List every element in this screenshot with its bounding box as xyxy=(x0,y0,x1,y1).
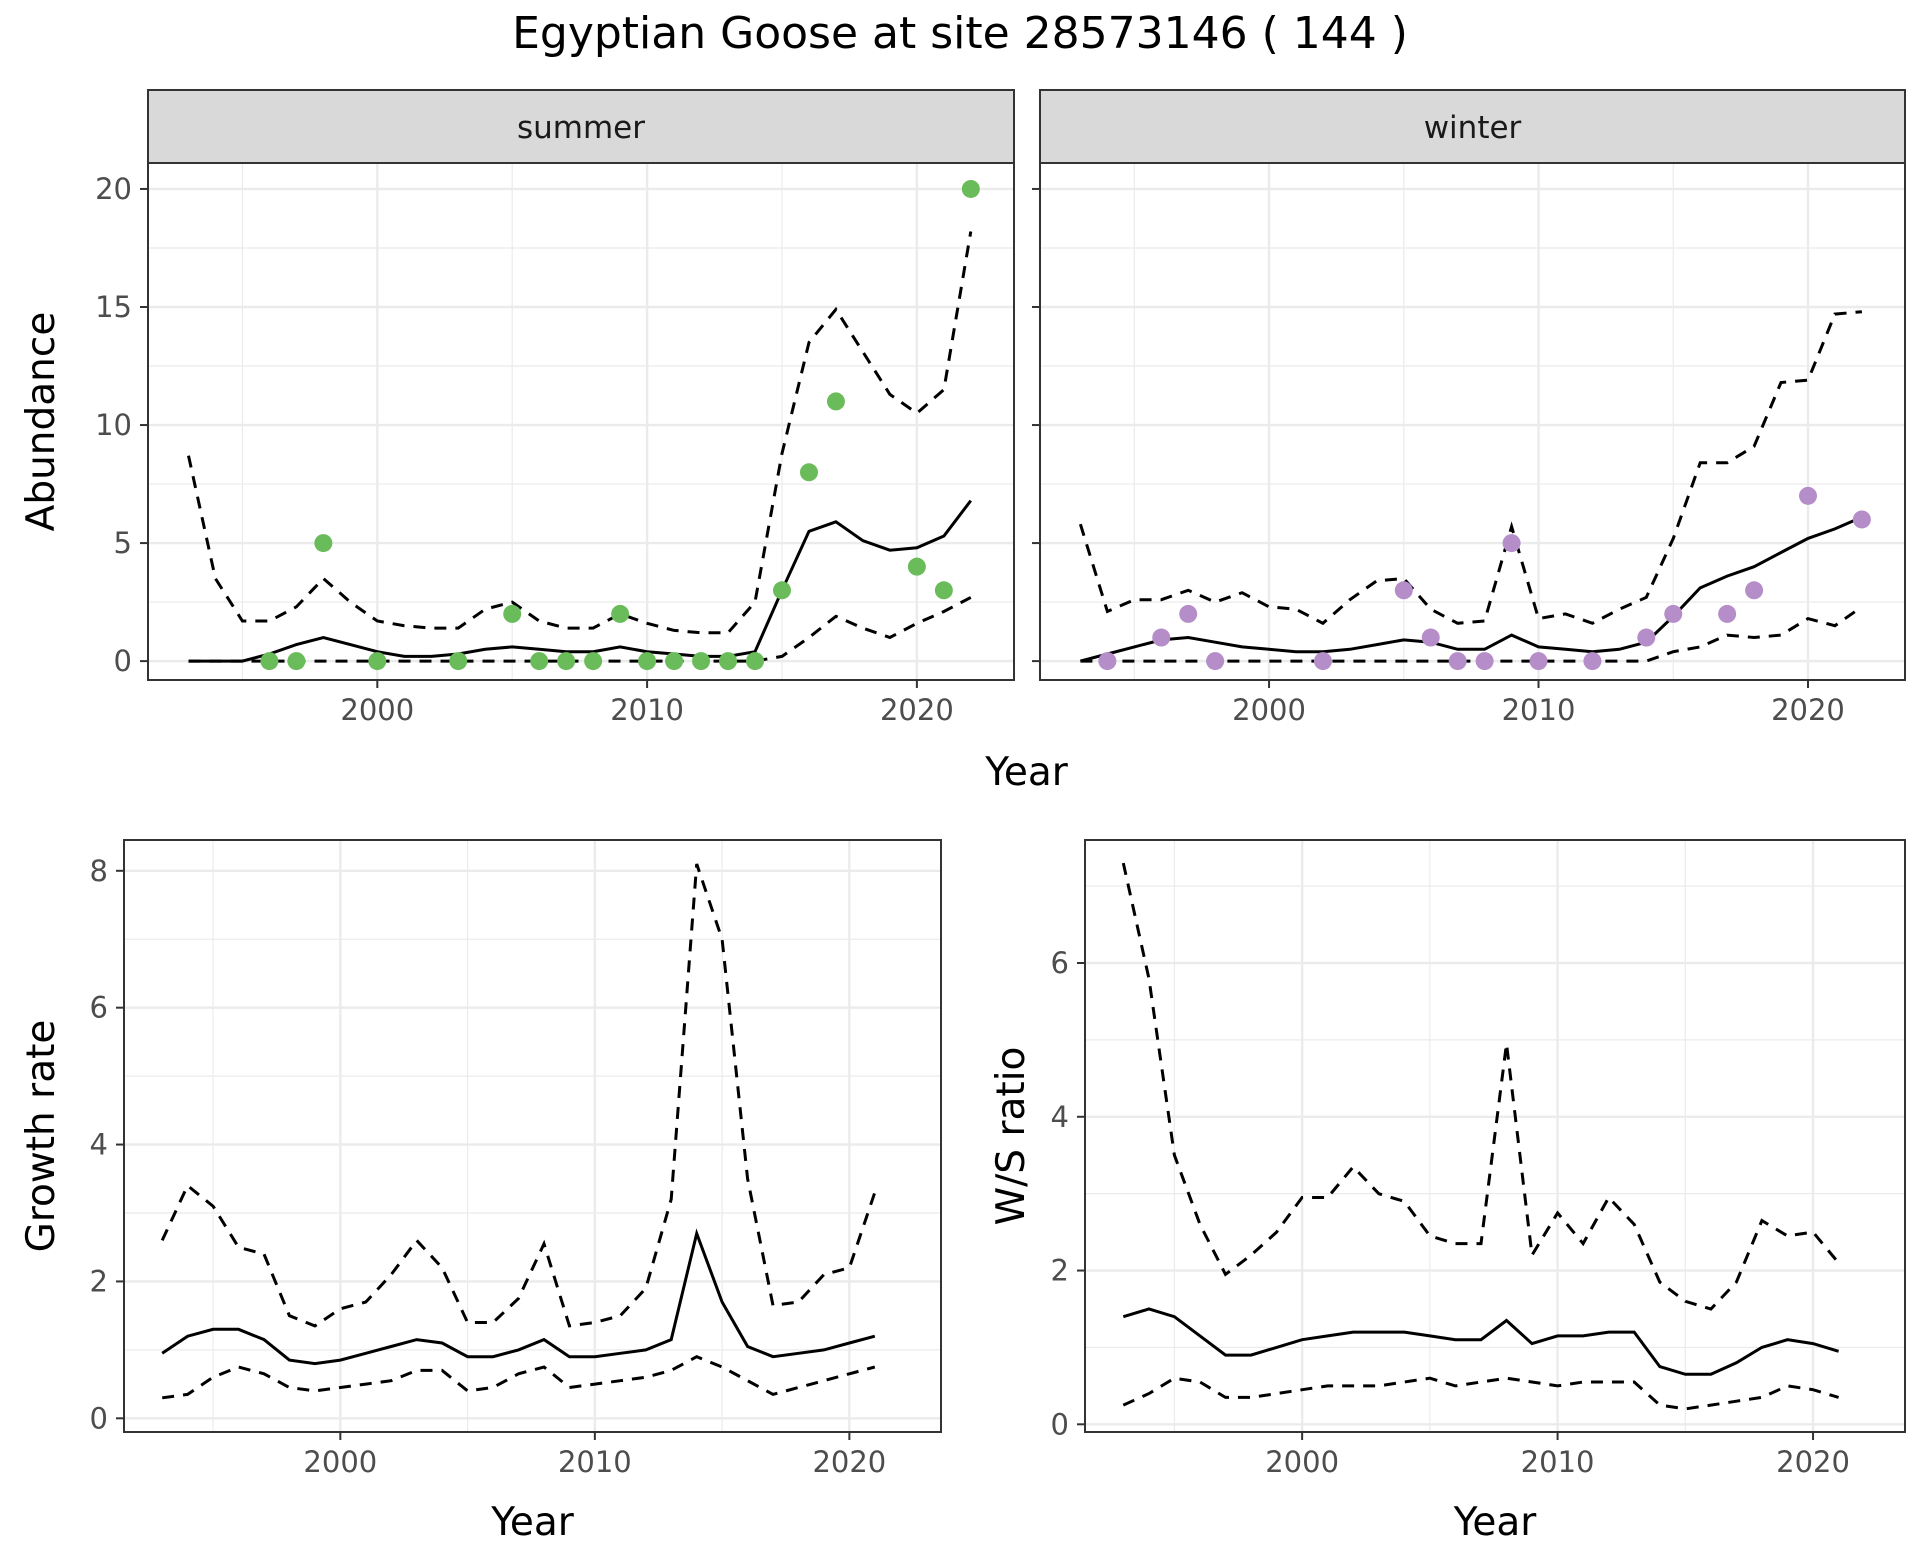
data-point xyxy=(1448,652,1467,671)
mean-line xyxy=(188,499,972,663)
ratio-x-axis-label: Year xyxy=(1453,1500,1538,1545)
data-point xyxy=(557,652,576,671)
figure-title: Egyptian Goose at site 28573146 ( 144 ) xyxy=(512,8,1408,59)
x-tick-label: 2010 xyxy=(558,1445,632,1479)
mean-line xyxy=(1122,1307,1840,1376)
data-point xyxy=(772,581,791,600)
data-point xyxy=(799,463,818,482)
abundance-strip-winter: winter xyxy=(1424,110,1522,146)
y-tick-label: 15 xyxy=(95,290,132,324)
abundance-summer-panel: 2000 2010 2020 0 5 10 15 20 xyxy=(95,89,1015,727)
ws-ratio-panel: 2000 2010 2020 0 2 4 6 xyxy=(1051,839,1906,1479)
data-point xyxy=(1152,628,1171,647)
growth-rate-panel: 2000 2010 2020 0 2 4 6 8 xyxy=(90,839,942,1479)
data-point xyxy=(1179,604,1198,623)
data-point xyxy=(1852,510,1871,529)
data-point xyxy=(503,604,522,623)
data-point xyxy=(665,652,684,671)
x-tick-label: 2020 xyxy=(1771,693,1845,727)
abundance-strip-summer: summer xyxy=(517,110,645,146)
x-tick-label: 2000 xyxy=(340,693,414,727)
data-point xyxy=(1718,604,1737,623)
data-point xyxy=(1637,628,1656,647)
y-tick-label: 0 xyxy=(1051,1407,1069,1441)
y-tick-label: 8 xyxy=(90,854,108,888)
y-tick-label: 0 xyxy=(90,1401,108,1435)
y-tick-label: 5 xyxy=(114,526,132,560)
y-tick-label: 2 xyxy=(1051,1254,1069,1288)
upper-bound-line xyxy=(160,863,877,1328)
ratio-y-axis-label: W/S ratio xyxy=(989,1047,1034,1226)
panel-border xyxy=(1084,839,1906,1433)
x-tick-label: 2000 xyxy=(1232,693,1306,727)
data-point xyxy=(1098,652,1117,671)
data-point xyxy=(314,534,333,553)
growth-x-axis-label: Year xyxy=(490,1500,575,1545)
upper-bound-line xyxy=(1078,310,1863,626)
data-point xyxy=(826,392,845,411)
lower-bound-line xyxy=(188,596,972,663)
data-point xyxy=(1583,652,1602,671)
y-tick-label: 4 xyxy=(1051,1100,1069,1134)
data-point xyxy=(961,179,980,198)
y-tick-label: 20 xyxy=(95,172,132,206)
x-tick-label: 2020 xyxy=(880,693,954,727)
data-point xyxy=(1313,652,1332,671)
data-point xyxy=(934,581,953,600)
data-point xyxy=(260,652,279,671)
growth-y-axis-label: Growth rate xyxy=(19,1020,64,1253)
abundance-winter-panel: 2000 2010 2020 xyxy=(1032,89,1906,727)
x-tick-label: 2020 xyxy=(812,1445,886,1479)
upper-bound-line xyxy=(1121,862,1840,1311)
x-tick-label: 2010 xyxy=(1521,1445,1595,1479)
lower-bound-line xyxy=(1122,1376,1840,1411)
x-tick-label: 2000 xyxy=(1265,1445,1339,1479)
data-point xyxy=(1475,652,1494,671)
data-point xyxy=(1664,604,1683,623)
mean-line xyxy=(1080,515,1863,663)
data-point xyxy=(1529,652,1548,671)
data-point xyxy=(1745,581,1764,600)
data-point xyxy=(719,652,738,671)
x-tick-label: 2010 xyxy=(610,693,684,727)
data-point xyxy=(530,652,549,671)
data-point xyxy=(584,652,603,671)
data-point xyxy=(638,652,657,671)
y-tick-label: 6 xyxy=(1051,946,1069,980)
data-point xyxy=(1798,486,1817,505)
x-tick-label: 2010 xyxy=(1502,693,1576,727)
mean-line xyxy=(161,1228,876,1366)
data-point xyxy=(1394,581,1413,600)
data-point xyxy=(692,652,711,671)
abundance-y-axis-label: Abundance xyxy=(19,312,64,532)
data-point xyxy=(449,652,468,671)
data-point xyxy=(1502,534,1521,553)
x-tick-label: 2020 xyxy=(1776,1445,1850,1479)
data-point xyxy=(611,604,630,623)
y-tick-label: 0 xyxy=(114,644,132,678)
panel-border xyxy=(123,839,942,1433)
data-point xyxy=(907,557,926,576)
data-point xyxy=(368,652,387,671)
y-tick-label: 4 xyxy=(90,1128,108,1162)
x-tick-label: 2000 xyxy=(303,1445,377,1479)
y-tick-label: 6 xyxy=(90,991,108,1025)
data-point xyxy=(1421,628,1440,647)
lower-bound-line xyxy=(162,1355,876,1400)
data-point xyxy=(287,652,306,671)
facet-strip xyxy=(1039,89,1906,164)
y-tick-label: 10 xyxy=(95,408,132,442)
data-point xyxy=(746,652,765,671)
abundance-x-axis-label: Year xyxy=(984,750,1069,795)
panel-background xyxy=(148,163,1014,680)
data-point xyxy=(1206,652,1225,671)
y-tick-label: 2 xyxy=(90,1264,108,1298)
facet-strip xyxy=(147,89,1015,164)
